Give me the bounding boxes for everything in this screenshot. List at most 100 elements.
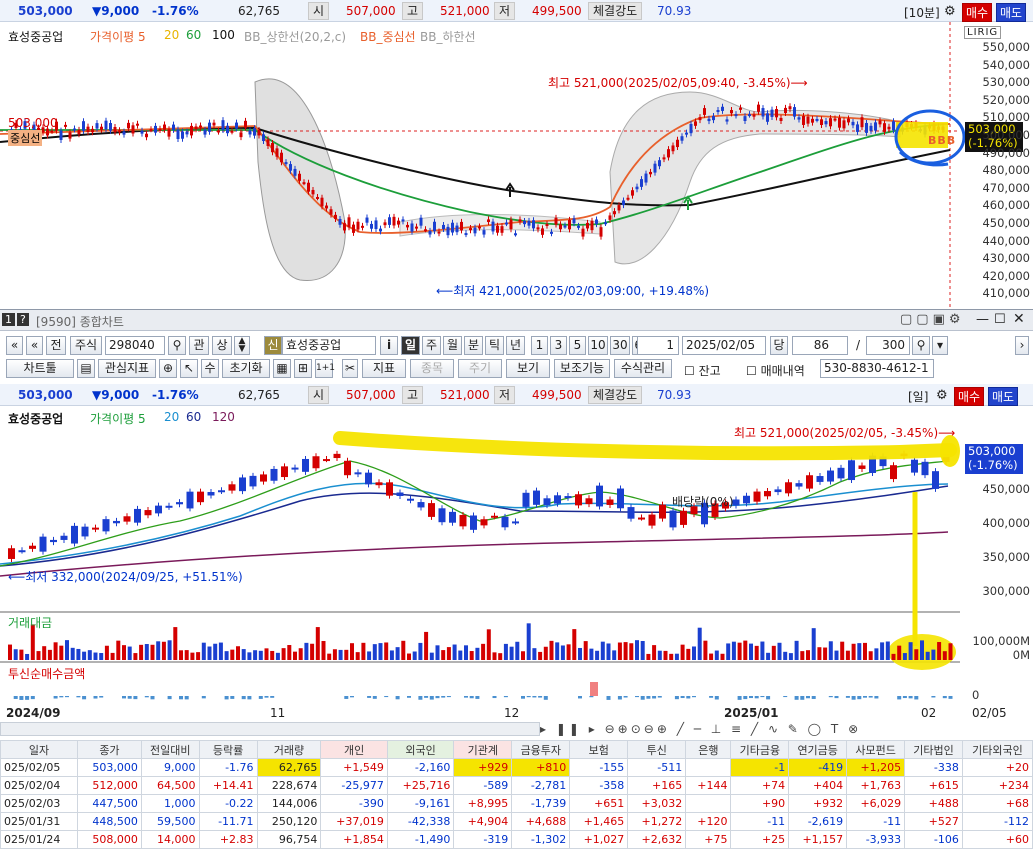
col-header[interactable]: 종가 — [77, 740, 142, 759]
period-5-button[interactable]: 년 — [506, 336, 525, 355]
period-0-button[interactable]: 일 — [401, 336, 420, 355]
col-header[interactable]: 사모펀드 — [846, 740, 906, 759]
date-input[interactable]: 2025/02/05 — [682, 336, 766, 355]
interval-label[interactable]: [일] — [908, 390, 929, 404]
shin-badge[interactable]: 신 — [264, 336, 282, 355]
col-header[interactable]: 일자 — [0, 740, 79, 759]
scissors-icon[interactable]: ✂ — [342, 359, 358, 378]
col-header[interactable]: 금융투자 — [511, 740, 571, 759]
candle-body — [281, 466, 288, 478]
down-arrow-icon[interactable]: ▾ — [932, 336, 948, 355]
settings-icon[interactable]: ⚙ — [936, 388, 948, 403]
period-3-button[interactable]: 분 — [464, 336, 483, 355]
col-header[interactable]: 기관계 — [453, 740, 513, 759]
arrow-icon[interactable]: ↖ — [180, 359, 198, 378]
candle-body — [752, 114, 756, 117]
minute-30-button[interactable]: 30 — [610, 336, 630, 355]
stock-code-input[interactable]: 298040 — [105, 336, 165, 355]
period-button[interactable]: 주기 — [458, 359, 502, 378]
interval-label[interactable]: [10분] — [904, 6, 940, 20]
su-button[interactable]: 수 — [201, 359, 219, 378]
balance-checkbox[interactable]: ☐ 잔고 — [684, 364, 721, 378]
table-cell: +165 — [627, 776, 687, 795]
minute-10-button[interactable]: 10 — [588, 336, 608, 355]
col-header[interactable]: 연기금등 — [788, 740, 848, 759]
gwan-button[interactable]: 관 — [189, 336, 209, 355]
volume-bar — [635, 640, 639, 660]
side-buttons[interactable]: LIRIG — [964, 26, 1002, 39]
updown-icon[interactable]: ▲ ▼ — [234, 336, 250, 355]
assist-button[interactable]: 보조기능 — [554, 359, 610, 378]
reset-button[interactable]: 초기화 — [222, 359, 270, 378]
period-2-button[interactable]: 월 — [443, 336, 462, 355]
stock-button[interactable]: 종목 — [410, 359, 454, 378]
table-cell: -11.71 — [198, 812, 258, 831]
buy-button[interactable]: 매수 — [962, 3, 993, 22]
pin-icon[interactable]: ⊕ — [159, 359, 177, 378]
one-one-icon[interactable]: 1+1 — [315, 359, 335, 378]
grid-icon[interactable]: ▦ — [273, 359, 291, 378]
save-icon[interactable]: ▤ — [77, 359, 95, 378]
table-row[interactable]: 025/02/05 503,000 9,000 -1.76 62,765 +1,549 -2… — [0, 758, 1033, 777]
layout-icon[interactable]: ⊞ — [294, 359, 312, 378]
settings-icon[interactable]: ⚙ — [944, 4, 956, 19]
col-header[interactable]: 외국인 — [386, 740, 455, 759]
table-row[interactable]: 025/01/31 448,500 59,500 -11.71 250,120 +37,0… — [0, 812, 1033, 831]
period-4-button[interactable]: 틱 — [485, 336, 504, 355]
candle-body — [424, 229, 427, 232]
trades-checkbox[interactable]: ☐ 매매내역 — [746, 364, 805, 378]
trust-bar — [538, 696, 543, 698]
col-header[interactable]: 개인 — [320, 740, 388, 759]
window-icons[interactable]: ▢▢▣⚙ — [900, 312, 965, 327]
scroll-right-icon[interactable]: › — [1015, 336, 1029, 355]
count-n1[interactable]: 86 — [792, 336, 848, 355]
candle-body — [734, 114, 738, 117]
sell-button[interactable]: 매도 — [988, 387, 1019, 406]
table-row[interactable]: 025/02/04 512,000 64,500 +14.41 228,674 -25,9… — [0, 776, 1033, 795]
close-icon[interactable]: ✕ — [1013, 311, 1025, 327]
minute-1-button[interactable]: 1 — [531, 336, 548, 355]
buy-button[interactable]: 매수 — [954, 387, 985, 406]
col-header[interactable]: 기타금융 — [730, 740, 790, 759]
trust-bar — [543, 696, 548, 700]
minute-5-button[interactable]: 5 — [569, 336, 586, 355]
daily-quote-bar: 503,000 ▼9,000 -1.76% 62,765 시 507,000 고… — [0, 384, 1033, 406]
chart-tool-button[interactable]: 차트툴 — [6, 359, 74, 378]
account-select[interactable]: 530-8830-4612-1 — [820, 359, 934, 378]
intraday-y-tick: 510,000 — [982, 110, 1030, 125]
sang-button[interactable]: 상 — [212, 336, 232, 355]
col-header[interactable]: 보험 — [569, 740, 629, 759]
count-n2[interactable]: 300 — [866, 336, 910, 355]
info-button[interactable]: i — [380, 336, 398, 355]
panel-number[interactable]: 1 — [2, 313, 15, 326]
stock-type-select[interactable]: 주식 — [70, 336, 102, 355]
search-icon[interactable]: ⚲ — [168, 336, 186, 355]
col-header[interactable]: 전일대비 — [140, 740, 200, 759]
chart-scrollbar[interactable] — [0, 722, 540, 736]
formula-button[interactable]: 수식관리 — [614, 359, 672, 378]
count-select[interactable]: 1 — [637, 336, 679, 355]
maximize-icon[interactable]: ☐ — [994, 312, 1006, 327]
all-button[interactable]: 전 — [46, 336, 66, 355]
help-icon[interactable]: ? — [17, 313, 29, 326]
col-header[interactable]: 투신 — [627, 740, 687, 759]
minute-3-button[interactable]: 3 — [550, 336, 567, 355]
drawing-tools[interactable]: ▸ ❚❚ ▸ ⊖⊕⊙⊖⊕ ╱ ─ ⊥ ≡ ╱ ∿ ✎ ◯ T ⊗ — [540, 722, 862, 736]
col-header[interactable]: 기타외국인 — [961, 740, 1033, 759]
indicator-button[interactable]: 지표 — [362, 359, 406, 378]
col-header[interactable]: 거래량 — [256, 740, 322, 759]
prev-button[interactable]: « — [6, 336, 23, 355]
col-header[interactable]: 등락률 — [198, 740, 258, 759]
period-1-button[interactable]: 주 — [422, 336, 441, 355]
minimize-icon[interactable]: — — [976, 312, 989, 327]
view-button[interactable]: 보기 — [506, 359, 550, 378]
interest-indicator-button[interactable]: 관심지표 — [98, 359, 156, 378]
zoom-icon[interactable]: ⚲ — [912, 336, 930, 355]
col-header[interactable]: 은행 — [685, 740, 732, 759]
dang-button[interactable]: 당 — [770, 336, 788, 355]
prev2-button[interactable]: « — [26, 336, 43, 355]
table-row[interactable]: 025/02/03 447,500 1,000 -0.22 144,006 -390 -9,… — [0, 794, 1033, 813]
sell-button[interactable]: 매도 — [996, 3, 1027, 22]
table-row[interactable]: 025/01/24 508,000 14,000 +2.83 96,754 +1,854-… — [0, 830, 1033, 849]
col-header[interactable]: 기타법인 — [904, 740, 963, 759]
